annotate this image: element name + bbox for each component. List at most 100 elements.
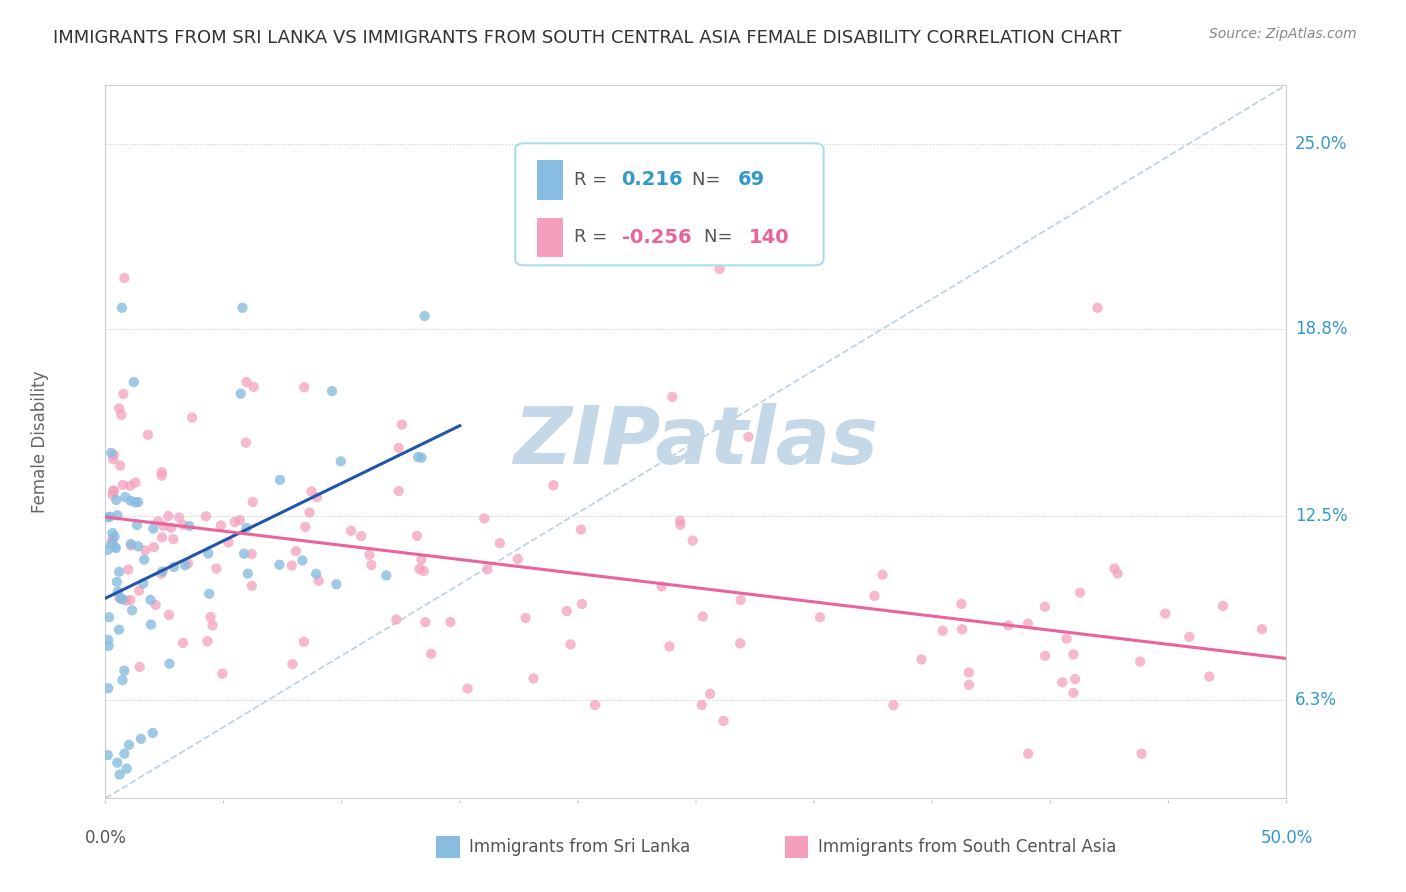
Point bbox=[291, 553, 314, 567]
Text: 6.3%: 6.3% bbox=[1295, 691, 1337, 709]
Point bbox=[150, 465, 173, 479]
Point bbox=[950, 597, 973, 611]
Point bbox=[152, 518, 174, 533]
Point bbox=[298, 506, 321, 520]
Point bbox=[104, 540, 127, 554]
Point bbox=[105, 756, 128, 770]
Point bbox=[1033, 599, 1056, 614]
Point bbox=[152, 565, 174, 579]
Point bbox=[235, 375, 257, 389]
Point bbox=[699, 687, 721, 701]
Point bbox=[472, 511, 495, 525]
Point bbox=[997, 618, 1019, 632]
Point bbox=[110, 458, 132, 473]
Point bbox=[110, 591, 132, 606]
Point bbox=[105, 574, 128, 589]
Text: 140: 140 bbox=[749, 228, 790, 247]
Point bbox=[231, 301, 253, 315]
Point bbox=[101, 534, 124, 549]
Point bbox=[1130, 747, 1153, 761]
Point bbox=[1129, 655, 1152, 669]
Point bbox=[406, 529, 429, 543]
Point bbox=[1104, 561, 1126, 575]
Point bbox=[139, 617, 162, 632]
Point bbox=[136, 427, 159, 442]
Point bbox=[132, 576, 155, 591]
Point bbox=[98, 509, 121, 524]
Point bbox=[658, 640, 681, 654]
Point bbox=[1069, 585, 1091, 599]
Point bbox=[224, 515, 246, 529]
Point bbox=[97, 632, 120, 647]
Text: R =: R = bbox=[574, 171, 613, 189]
Point bbox=[1062, 648, 1084, 662]
Point bbox=[229, 386, 252, 401]
Point bbox=[543, 478, 565, 492]
Point bbox=[242, 380, 264, 394]
Point bbox=[728, 636, 751, 650]
Point bbox=[145, 598, 167, 612]
Point bbox=[651, 579, 673, 593]
Point bbox=[97, 639, 120, 653]
Point bbox=[242, 495, 264, 509]
Point bbox=[101, 488, 124, 502]
Point bbox=[101, 526, 124, 541]
Point bbox=[120, 479, 142, 493]
Point bbox=[560, 637, 582, 651]
Point bbox=[111, 592, 134, 607]
Point bbox=[211, 666, 233, 681]
Point bbox=[522, 672, 544, 686]
Text: 69: 69 bbox=[737, 170, 765, 189]
Point bbox=[107, 584, 129, 599]
Point bbox=[240, 547, 263, 561]
Point bbox=[737, 430, 759, 444]
Point bbox=[1178, 630, 1201, 644]
Point bbox=[197, 634, 219, 648]
Point bbox=[201, 618, 224, 632]
Point bbox=[457, 681, 479, 696]
Point bbox=[103, 483, 125, 498]
Point bbox=[112, 271, 135, 285]
Point bbox=[111, 673, 134, 687]
Point bbox=[104, 541, 127, 555]
Point bbox=[115, 593, 138, 607]
Point bbox=[160, 521, 183, 535]
Point bbox=[1017, 616, 1039, 631]
Point bbox=[240, 579, 263, 593]
Point bbox=[359, 548, 381, 562]
Point bbox=[515, 611, 537, 625]
Point bbox=[121, 603, 143, 617]
Point bbox=[167, 510, 190, 524]
Point bbox=[108, 401, 131, 416]
Text: 25.0%: 25.0% bbox=[1295, 136, 1347, 153]
Point bbox=[200, 610, 222, 624]
Point bbox=[569, 523, 592, 537]
Point bbox=[97, 510, 120, 524]
Point bbox=[957, 665, 980, 680]
Point bbox=[415, 615, 437, 629]
Point bbox=[218, 535, 240, 549]
Point bbox=[174, 558, 197, 573]
Point bbox=[281, 558, 304, 573]
Point bbox=[97, 681, 120, 696]
Point bbox=[411, 450, 433, 465]
Point bbox=[120, 593, 142, 607]
Bar bbox=[537, 161, 562, 200]
Point bbox=[863, 589, 886, 603]
Point bbox=[340, 524, 363, 538]
Point bbox=[100, 446, 122, 460]
Bar bbox=[785, 836, 808, 857]
Point bbox=[112, 664, 135, 678]
Point bbox=[1154, 607, 1177, 621]
Point bbox=[97, 542, 120, 557]
Text: N=: N= bbox=[704, 228, 738, 246]
Point bbox=[439, 615, 461, 629]
Point bbox=[872, 567, 894, 582]
Point bbox=[385, 613, 408, 627]
Point bbox=[882, 698, 904, 713]
Point bbox=[235, 435, 257, 450]
Point bbox=[1062, 686, 1084, 700]
Point bbox=[110, 408, 132, 422]
Text: Immigrants from South Central Asia: Immigrants from South Central Asia bbox=[818, 838, 1116, 855]
Point bbox=[209, 518, 232, 533]
